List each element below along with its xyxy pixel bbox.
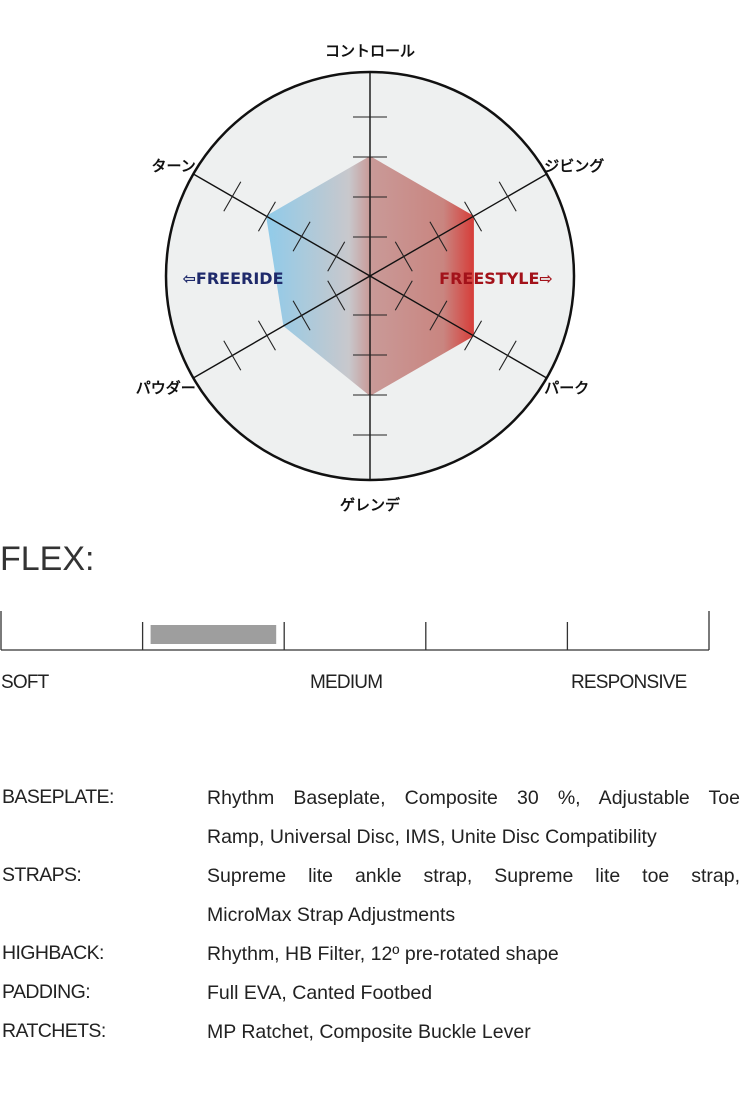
spec-label: HIGHBACK: <box>2 942 104 964</box>
radar-tick <box>327 241 346 272</box>
freestyle-label: FREESTYLE⇨ <box>439 269 553 288</box>
spec-value: Rhythm, HB Filter, 12º pre-rotated shape <box>207 942 740 981</box>
radar-tick <box>223 340 242 371</box>
radar-tick <box>327 280 346 311</box>
radar-axis-line <box>192 275 371 379</box>
radar-tick <box>498 181 517 212</box>
spec-value-line: Full EVA, Canted Footbed <box>207 982 433 1004</box>
radar-tick <box>292 300 311 331</box>
flex-title: FLEX: <box>0 540 95 578</box>
spec-value-line: Supreme lite ankle strap, Supreme lite t… <box>207 865 740 887</box>
spec-value: MP Ratchet, Composite Buckle Lever <box>207 1020 740 1059</box>
spec-value: Rhythm Baseplate, Composite 30 %, Adjust… <box>207 786 740 864</box>
spec-value-line: Rhythm Baseplate, Composite 30 %, Adjust… <box>207 787 740 809</box>
radar-axis-label: パウダー <box>136 379 196 397</box>
radar-axis-label: ターン <box>151 157 195 175</box>
radar-tick <box>429 221 448 252</box>
radar-tick <box>223 181 242 212</box>
flex-label-soft: SOFT <box>1 672 49 693</box>
radar-tick <box>257 201 276 232</box>
spec-label: RATCHETS: <box>2 1020 106 1042</box>
radar-axis-label: パーク <box>544 379 589 397</box>
spec-label: STRAPS: <box>2 864 82 886</box>
spec-value: Supreme lite ankle strap, Supreme lite t… <box>207 864 740 942</box>
flex-indicator <box>150 625 277 644</box>
spec-value-line: Ramp, Universal Disc, IMS, Unite Disc Co… <box>207 826 657 848</box>
flex-label-medium: MEDIUM <box>310 672 383 693</box>
flex-label-responsive: RESPONSIVE <box>571 672 687 693</box>
radar-tick <box>498 340 517 371</box>
radar-axis-line <box>369 275 548 379</box>
radar-axis-label: コントロール <box>325 42 415 60</box>
radar-axis-line <box>192 173 371 277</box>
radar-tick <box>257 320 276 351</box>
freeride-label: ⇦FREERIDE <box>183 269 284 288</box>
radar-tick <box>464 320 483 351</box>
spec-label: BASEPLATE: <box>2 786 114 808</box>
spec-value-line: MP Ratchet, Composite Buckle Lever <box>207 1021 531 1043</box>
spec-value-line: MicroMax Strap Adjustments <box>207 904 456 926</box>
spec-label: PADDING: <box>2 981 91 1003</box>
spec-value: Full EVA, Canted Footbed <box>207 981 740 1020</box>
radar-tick <box>394 280 413 311</box>
radar-axis-label: ジビング <box>544 157 604 175</box>
radar-tick <box>464 201 483 232</box>
radar-axis-line <box>369 173 548 277</box>
radar-tick <box>292 221 311 252</box>
radar-tick <box>394 241 413 272</box>
radar-tick <box>429 300 448 331</box>
spec-value-line: Rhythm, HB Filter, 12º pre-rotated shape <box>207 943 559 965</box>
flex-scale <box>0 611 710 651</box>
radar-axis-label: ゲレンデ <box>340 496 401 514</box>
